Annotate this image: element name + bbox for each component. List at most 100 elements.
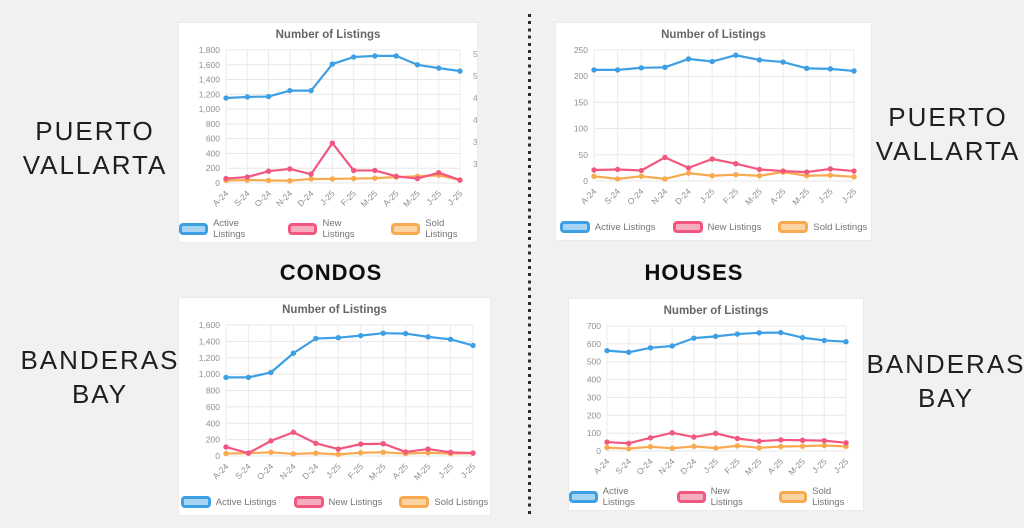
legend-label: Sold Listings	[434, 496, 489, 508]
svg-text:A-25: A-25	[768, 186, 788, 206]
svg-text:200: 200	[206, 163, 220, 173]
svg-text:250: 250	[574, 45, 588, 55]
legend-swatch-sold-listings	[778, 221, 809, 233]
legend-label: Sold Listings	[812, 486, 845, 508]
svg-text:50: 50	[579, 150, 589, 160]
legend-swatch-active-listings	[179, 223, 209, 235]
svg-text:N-24: N-24	[278, 461, 298, 481]
clipped-axis-digit: 4	[473, 93, 477, 103]
svg-text:J-25: J-25	[832, 456, 851, 475]
svg-text:600: 600	[206, 134, 220, 144]
svg-text:M-25: M-25	[359, 188, 380, 209]
label-line: PUERTO	[35, 116, 155, 146]
svg-text:200: 200	[587, 410, 601, 420]
svg-text:J-25: J-25	[698, 186, 717, 205]
line-chart-svg: 0 200 400 600 800 1,000 1,200 1,400 1,600 A-24 S-2…	[199, 320, 478, 482]
legend-label: Active Listings	[215, 496, 277, 508]
chart-title: Number of Listings	[663, 305, 769, 317]
label-line: BAY	[71, 378, 129, 409]
svg-text:J-25: J-25	[436, 461, 455, 480]
svg-text:M-25: M-25	[743, 186, 764, 207]
svg-text:F-25: F-25	[722, 456, 742, 476]
svg-text:500: 500	[587, 357, 601, 367]
legend-item-sold-listings: Sold Listings	[778, 221, 867, 233]
svg-text:A-24: A-24	[211, 188, 231, 208]
legend-swatch-active-listings	[559, 221, 590, 233]
svg-text:1,800: 1,800	[199, 45, 221, 55]
svg-text:A-24: A-24	[579, 186, 599, 206]
svg-text:J-25: J-25	[446, 188, 465, 207]
svg-text:J-25: J-25	[701, 456, 720, 475]
chart-title: Number of Listings	[282, 304, 387, 316]
svg-text:400: 400	[587, 375, 601, 385]
legend-item-active-listings: Active Listings	[569, 486, 660, 508]
svg-text:M-25: M-25	[401, 188, 422, 209]
label-line: BANDERAS	[20, 345, 180, 375]
svg-text:J-25: J-25	[840, 186, 859, 205]
label-banderas-bay-right: BANDERAS BAY	[866, 348, 1024, 416]
svg-text:S-24: S-24	[613, 456, 633, 476]
svg-text:F-25: F-25	[339, 188, 359, 208]
legend-label: Sold Listings	[425, 218, 458, 240]
legend-swatch-new-listings	[288, 223, 318, 235]
svg-text:F-25: F-25	[721, 186, 741, 206]
svg-text:1,200: 1,200	[199, 89, 221, 99]
legend-swatch-new-listings	[293, 496, 324, 508]
legend-item-new-listings: New Listings	[677, 486, 761, 508]
legend-label: New Listings	[707, 221, 762, 233]
svg-text:200: 200	[574, 71, 588, 81]
legend-label: New Listings	[328, 496, 383, 508]
legend-swatch-new-listings	[672, 221, 703, 233]
svg-text:J-25: J-25	[810, 456, 829, 475]
clipped-axis-digit: 5	[473, 71, 477, 81]
svg-text:D-24: D-24	[295, 188, 315, 208]
label-line: VALLARTA	[22, 149, 168, 180]
svg-text:1,000: 1,000	[199, 369, 221, 379]
svg-text:M-25: M-25	[367, 461, 388, 482]
legend-item-sold-listings: Sold Listings	[399, 496, 488, 508]
dotted-divider	[528, 14, 531, 514]
legend-label: Active Listings	[602, 486, 635, 508]
legend-item-active-listings: Active Listings	[180, 496, 277, 508]
chart-title: Number of Listings	[661, 29, 766, 41]
svg-text:J-25: J-25	[459, 461, 478, 480]
legend-swatch-active-listings	[569, 491, 598, 503]
svg-text:1,600: 1,600	[199, 60, 221, 70]
svg-text:N-24: N-24	[274, 188, 294, 208]
svg-text:O-24: O-24	[625, 186, 646, 207]
svg-text:N-24: N-24	[649, 186, 669, 206]
svg-text:1,400: 1,400	[199, 336, 221, 346]
svg-text:100: 100	[587, 428, 601, 438]
label-line: PUERTO	[888, 102, 1008, 132]
svg-text:800: 800	[206, 386, 220, 396]
svg-text:M-25: M-25	[786, 456, 807, 477]
svg-text:O-24: O-24	[255, 461, 276, 482]
svg-text:1,400: 1,400	[199, 75, 221, 85]
label-banderas-bay-left: BANDERAS BAY	[14, 344, 186, 412]
legend-label: Active Listings	[213, 218, 246, 240]
svg-text:600: 600	[587, 339, 601, 349]
clipped-axis-digit: 3	[473, 159, 477, 169]
chart-card-puerto-vallarta-houses: Number of Listings 0 50 100 150 200 250 A-24 S-…	[555, 22, 872, 241]
chart-card-puerto-vallarta-condos: Number of Listings 0 200 400 600 800 1,000 1,2…	[178, 22, 478, 243]
svg-text:J-25: J-25	[424, 188, 443, 207]
legend-swatch-sold-listings	[399, 496, 430, 508]
legend-swatch-active-listings	[180, 496, 211, 508]
label-houses: HOUSES	[644, 260, 744, 285]
svg-text:1,600: 1,600	[199, 320, 221, 330]
svg-text:J-25: J-25	[318, 188, 337, 207]
legend-swatch-sold-listings	[778, 491, 808, 503]
legend-label: Active Listings	[594, 221, 656, 233]
svg-text:M-25: M-25	[412, 461, 433, 482]
svg-text:D-24: D-24	[678, 456, 698, 476]
svg-text:O-24: O-24	[634, 456, 655, 477]
legend-label: New Listings	[710, 486, 743, 508]
legend-item-active-listings: Active Listings	[559, 221, 656, 233]
svg-text:A-25: A-25	[390, 461, 410, 481]
svg-text:D-24: D-24	[673, 186, 693, 206]
legend-item-sold-listings: Sold Listings	[391, 218, 477, 240]
svg-text:A-25: A-25	[381, 188, 401, 208]
svg-text:700: 700	[587, 321, 601, 331]
legend-item-sold-listings: Sold Listings	[778, 486, 864, 508]
label-puerto-vallarta-left: PUERTO VALLARTA	[14, 115, 176, 183]
